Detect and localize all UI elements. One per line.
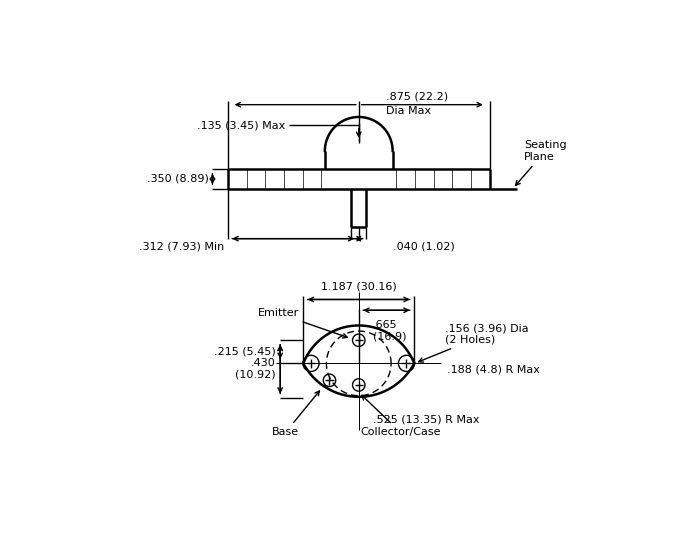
Text: 1.187 (30.16): 1.187 (30.16): [321, 282, 397, 292]
Text: Emitter: Emitter: [258, 308, 347, 338]
Text: .525 (13.35) R Max: .525 (13.35) R Max: [372, 415, 479, 425]
Text: Dia Max: Dia Max: [386, 106, 430, 116]
Text: .430
(10.92): .430 (10.92): [235, 359, 276, 380]
Text: .312 (7.93) Min: .312 (7.93) Min: [139, 241, 224, 251]
Text: .188 (4.8) R Max: .188 (4.8) R Max: [447, 365, 540, 375]
Text: Base: Base: [272, 391, 319, 437]
Text: .135 (3.45) Max: .135 (3.45) Max: [197, 120, 286, 130]
Text: Seating
Plane: Seating Plane: [516, 140, 567, 185]
Text: .665
(16.9): .665 (16.9): [372, 320, 406, 342]
Text: .875 (22.2): .875 (22.2): [386, 92, 448, 102]
Text: .350 (8.89): .350 (8.89): [147, 174, 209, 184]
Text: .156 (3.96) Dia
(2 Holes): .156 (3.96) Dia (2 Holes): [419, 323, 528, 362]
Text: .040 (1.02): .040 (1.02): [393, 241, 455, 251]
Text: .215 (5.45): .215 (5.45): [214, 347, 276, 357]
Text: Collector/Case: Collector/Case: [360, 395, 441, 437]
